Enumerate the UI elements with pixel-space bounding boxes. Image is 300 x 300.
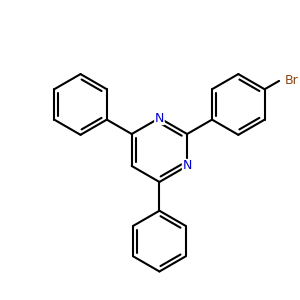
Text: Br: Br <box>284 74 298 87</box>
Text: N: N <box>155 112 164 124</box>
Text: N: N <box>182 160 192 172</box>
